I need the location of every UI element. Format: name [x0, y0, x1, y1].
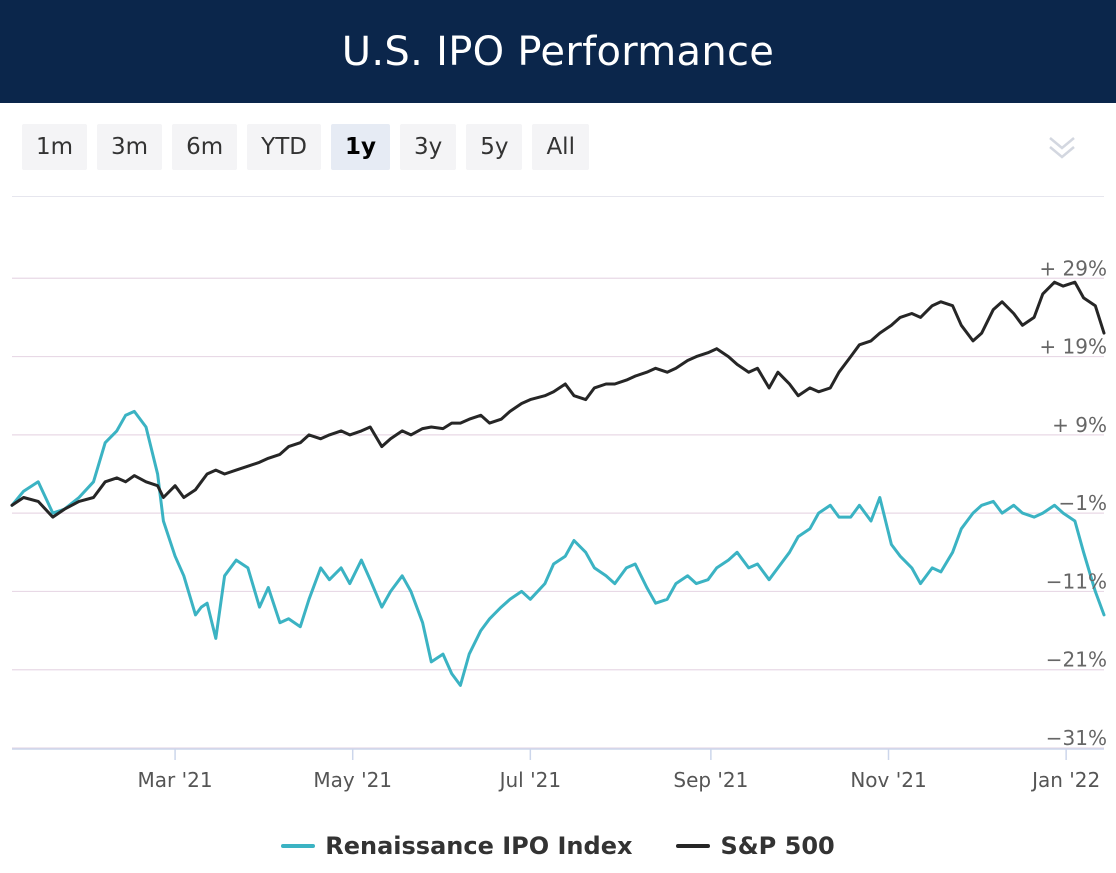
- y-tick-label: −31%: [1046, 726, 1107, 750]
- range-button-1y[interactable]: 1y: [330, 124, 390, 170]
- legend-item-sp500[interactable]: S&P 500: [676, 832, 835, 860]
- x-axis: Mar '21 May '21 Jul '21 Sep '21 Nov '21 Jan '…: [12, 748, 1104, 792]
- legend-label-sp500: S&P 500: [720, 832, 835, 860]
- y-tick-label: −11%: [1046, 569, 1107, 593]
- line-chart: Mar '21 May '21 Jul '21 Sep '21 Nov '21 Jan '…: [10, 256, 1107, 792]
- y-tick-label: + 9%: [1052, 413, 1107, 437]
- y-tick-label: −21%: [1046, 648, 1107, 672]
- range-button-3m[interactable]: 3m: [97, 124, 163, 170]
- series-line-sp500[interactable]: [10, 280, 1106, 519]
- legend: Renaissance IPO Index S&P 500: [0, 828, 1116, 864]
- range-selector: 1m 3m 6m YTD 1y 3y 5y All: [22, 124, 599, 170]
- range-button-ytd[interactable]: YTD: [247, 124, 321, 170]
- range-button-5y[interactable]: 5y: [466, 124, 523, 170]
- range-button-3y[interactable]: 3y: [399, 124, 457, 170]
- x-tick-label: May '21: [313, 768, 392, 792]
- legend-item-ipo-index[interactable]: Renaissance IPO Index: [281, 832, 632, 860]
- y-tick-label: + 19%: [1039, 335, 1107, 359]
- chevron-double-down-icon[interactable]: [1046, 133, 1078, 163]
- range-button-6m[interactable]: 6m: [172, 124, 238, 170]
- y-axis: + 29% + 19% + 9% −1% −11% −21% −31%: [1039, 256, 1107, 750]
- y-tick-label: −1%: [1059, 491, 1108, 515]
- legend-label-ipo-index: Renaissance IPO Index: [325, 832, 633, 860]
- x-tick-label: Mar '21: [138, 768, 213, 792]
- range-button-all[interactable]: All: [532, 124, 589, 170]
- legend-swatch-sp500: [676, 844, 711, 848]
- x-tick-label: Jan '22: [1030, 768, 1100, 792]
- y-tick-label: + 29%: [1039, 256, 1107, 280]
- chart-header: U.S. IPO Performance: [0, 0, 1116, 103]
- legend-swatch-ipo-index: [281, 844, 316, 848]
- x-tick-label: Sep '21: [673, 768, 748, 792]
- range-button-1m[interactable]: 1m: [22, 124, 88, 170]
- chart-title: U.S. IPO Performance: [341, 28, 775, 75]
- toolbar-divider: [12, 196, 1104, 197]
- x-tick-label: Nov '21: [850, 768, 926, 792]
- series-line-ipo-index[interactable]: [10, 409, 1106, 687]
- series-group: [10, 280, 1106, 687]
- x-tick-label: Jul '21: [498, 768, 561, 792]
- grid-lines: [12, 277, 1104, 749]
